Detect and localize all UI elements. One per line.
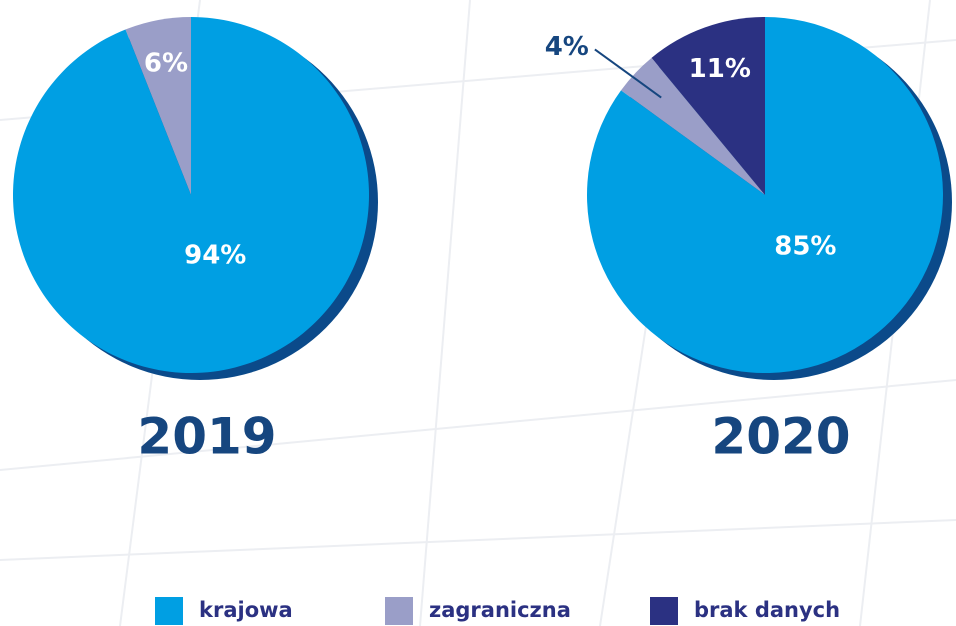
legend-label: brak danych <box>694 598 840 622</box>
slice-label: 85% <box>774 232 836 262</box>
year-title: 2019 <box>137 408 276 466</box>
leader-line <box>594 48 662 99</box>
legend-label: zagraniczna <box>429 598 571 622</box>
charts: 6% 94% 2019 11% 4% 85% 2020 <box>13 17 952 466</box>
pie-slice <box>13 17 370 373</box>
pie-slice <box>125 17 191 195</box>
slice-label: 6% <box>144 48 188 78</box>
legend: krajowa zagraniczna brak danych <box>155 597 840 625</box>
legend-swatch <box>650 597 678 625</box>
year-title: 2020 <box>711 408 850 466</box>
slice-label: 4% <box>545 32 589 62</box>
legend-swatch <box>155 597 183 625</box>
pie-slice <box>587 17 944 373</box>
pie-chart: 11% 4% 85% 2020 <box>545 17 952 466</box>
pie-slice <box>651 17 765 195</box>
legend-label: krajowa <box>199 598 293 622</box>
slice-label: 94% <box>184 241 246 271</box>
pie-slice <box>620 57 765 195</box>
legend-swatch <box>385 597 413 625</box>
pie-chart: 6% 94% 2019 <box>13 17 378 466</box>
slice-label: 11% <box>689 54 751 84</box>
